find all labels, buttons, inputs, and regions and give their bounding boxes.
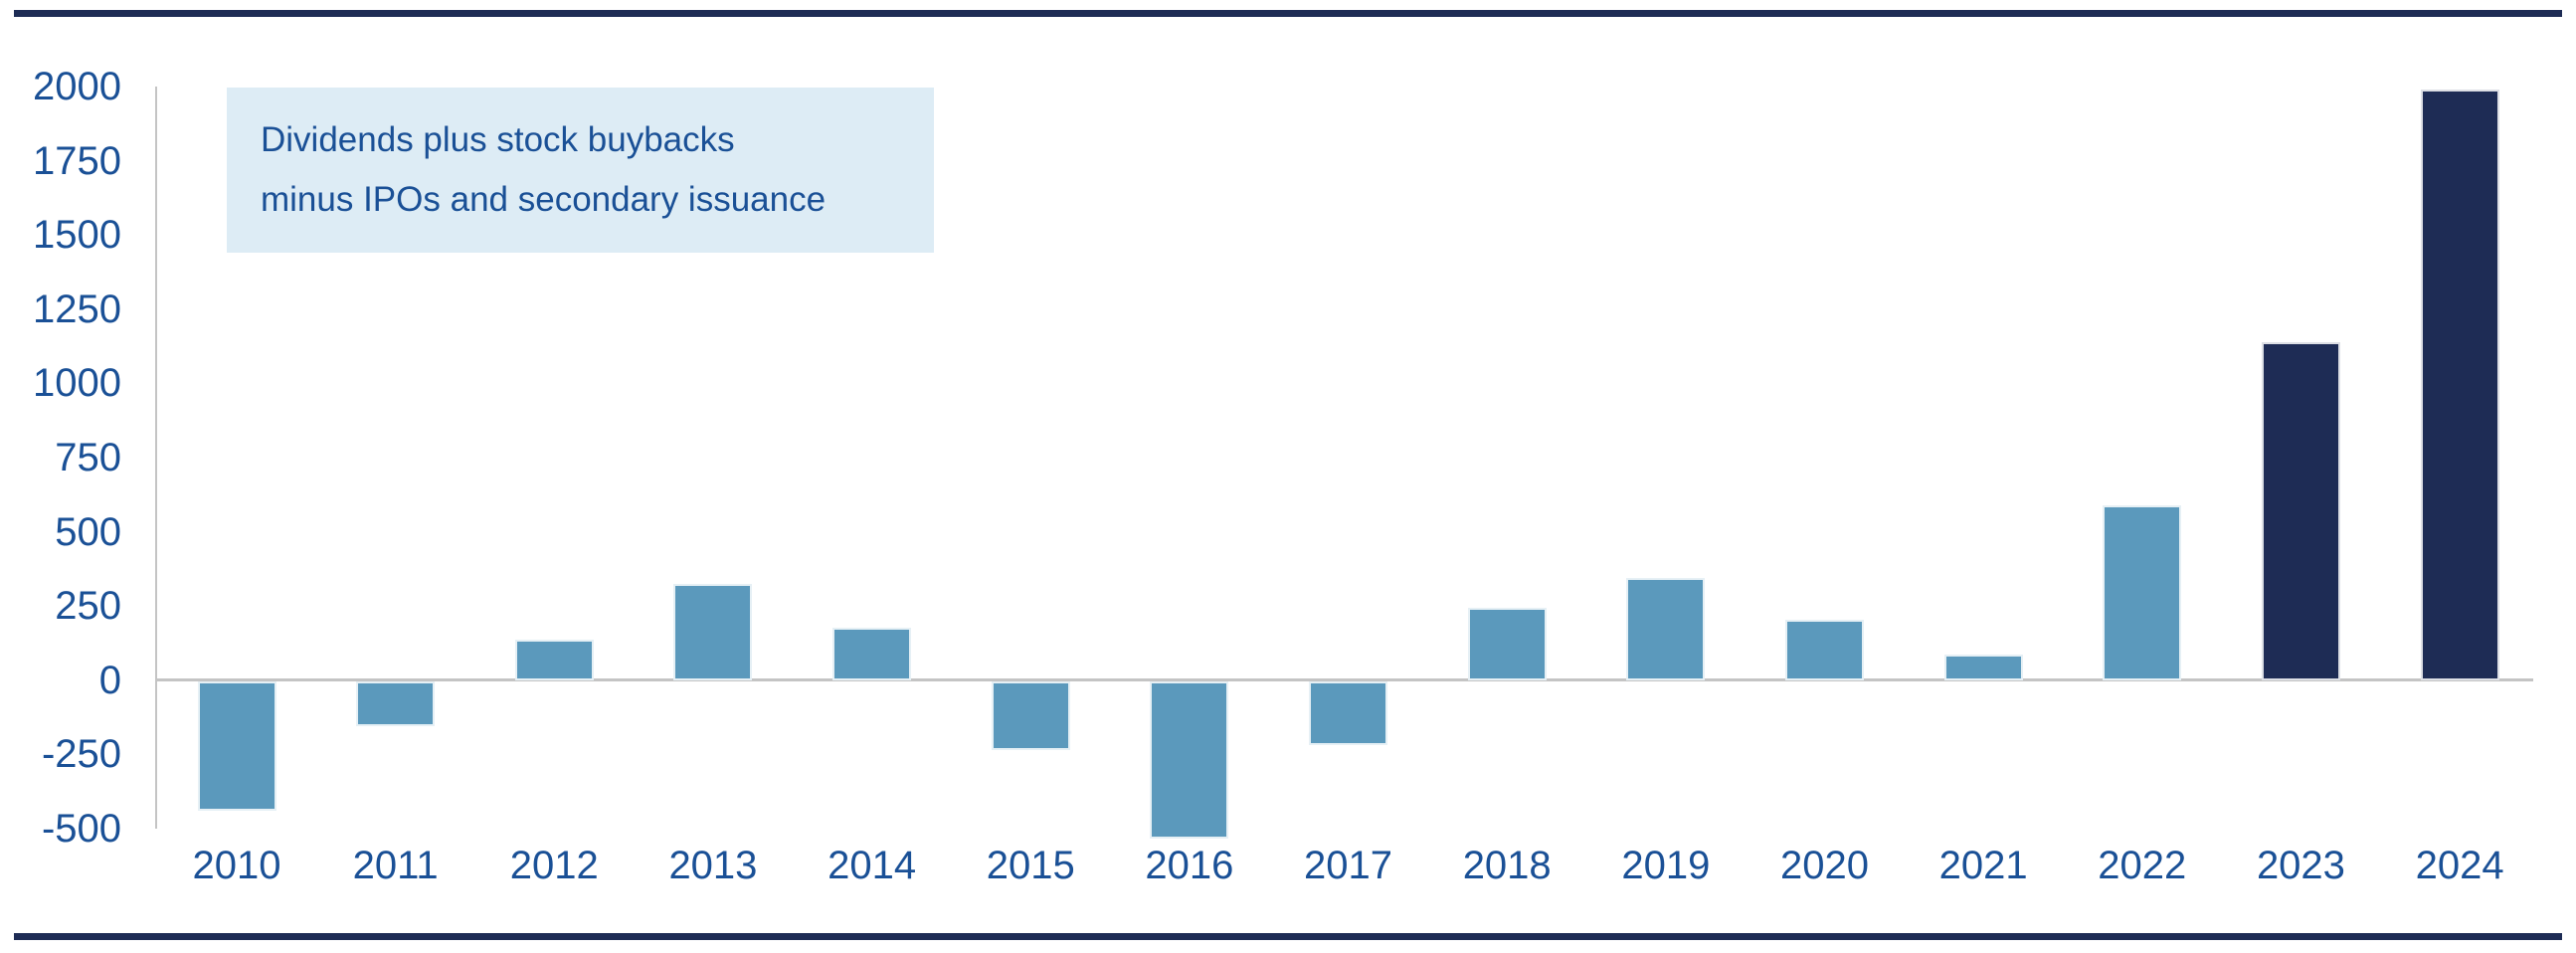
y-axis-spine [155,86,157,829]
bar-2022 [2103,504,2182,680]
bar-2011 [356,681,436,726]
bar-2010 [197,681,276,811]
annotation-box: Dividends plus stock buybacks minus IPOs… [227,88,934,253]
bar-2017 [1309,681,1388,746]
bar-2012 [514,640,594,680]
bar-2016 [1150,681,1229,840]
x-axis-label-2014: 2014 [828,844,917,887]
bar-2014 [832,628,912,680]
y-axis-label-500: 500 [55,509,121,554]
x-axis-label-2021: 2021 [1938,844,2028,887]
annotation-line-1: Dividends plus stock buybacks [261,120,735,159]
y-axis-label-250: 250 [55,584,121,629]
x-axis-label-2016: 2016 [1145,844,1234,887]
y-axis-label--500: -500 [41,806,121,851]
bar-2021 [1943,655,2023,680]
y-axis-label-0: 0 [98,658,121,702]
bar-2018 [1467,607,1547,680]
bar-2019 [1626,577,1706,680]
x-axis-label-2020: 2020 [1780,844,1869,887]
y-axis-label-1250: 1250 [33,286,121,331]
x-axis-label-2019: 2019 [1621,844,1711,887]
x-axis-label-2015: 2015 [986,844,1075,887]
bar-2024 [2420,89,2499,680]
top-rule [14,10,2562,17]
bar-2020 [1785,619,1864,680]
y-axis-label--250: -250 [41,732,121,777]
x-axis-label-2012: 2012 [509,844,599,887]
y-axis-label-750: 750 [55,435,121,479]
zero-baseline [155,678,2533,682]
x-axis-label-2017: 2017 [1304,844,1393,887]
y-axis-label-1000: 1000 [33,361,121,406]
x-axis-label-2018: 2018 [1462,844,1552,887]
x-axis-label-2011: 2011 [352,844,439,887]
x-axis-label-2022: 2022 [2098,844,2187,887]
y-axis-label-1500: 1500 [33,213,121,258]
x-axis-label-2024: 2024 [2415,844,2504,887]
y-axis-label-1750: 1750 [33,138,121,183]
bar-2013 [673,583,753,680]
y-axis-label-2000: 2000 [33,64,121,108]
bar-2023 [2261,341,2340,680]
annotation-line-2: minus IPOs and secondary issuance [261,180,827,219]
x-axis-label-2023: 2023 [2256,844,2345,887]
bar-2015 [991,681,1070,750]
x-axis-label-2013: 2013 [668,844,758,887]
bottom-rule [14,933,2562,940]
x-axis-label-2010: 2010 [192,844,281,887]
